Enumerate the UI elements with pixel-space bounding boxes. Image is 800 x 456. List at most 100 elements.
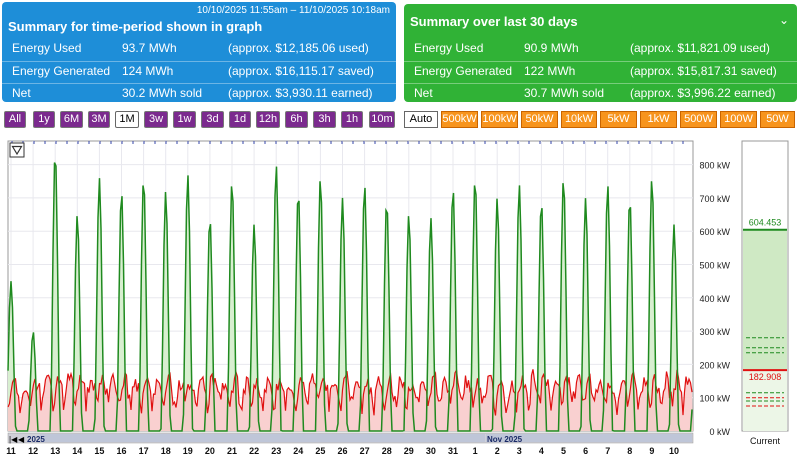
time-button-3w[interactable]: 3w: [144, 111, 168, 128]
row-note: (approx. $15,817.31 saved): [630, 64, 777, 78]
x-tick-label: 2: [495, 446, 500, 456]
month-summary-panel[interactable]: Summary over last 30 days ⌄ Energy Used …: [404, 4, 797, 102]
row-label: Energy Used: [12, 41, 82, 55]
x-tick-label: 29: [404, 446, 414, 456]
scale-button-50kw[interactable]: 50kW: [521, 111, 558, 128]
usage-line: [7, 368, 693, 416]
row-note: (approx. $12,185.06 used): [228, 41, 369, 55]
x-tick-label: 16: [116, 446, 126, 456]
period-row-net: Net 30.2 MWh sold (approx. $3,930.11 ear…: [2, 83, 396, 101]
time-button-1d[interactable]: 1d: [229, 111, 251, 128]
time-button-1m[interactable]: 1M: [115, 111, 139, 128]
x-tick-label: 20: [205, 446, 215, 456]
step-back-icon[interactable]: ◀: [18, 435, 25, 444]
timeline-segment-oct[interactable]: [40, 434, 485, 442]
period-summary-title: Summary for time-period shown in graph: [8, 19, 263, 34]
row-value: 122 MWh: [524, 64, 576, 78]
x-tick-label: 21: [227, 446, 237, 456]
time-button-3d[interactable]: 3d: [201, 111, 224, 128]
time-button-1w[interactable]: 1w: [173, 111, 196, 128]
current-label: Current: [750, 436, 781, 446]
row-value: 124 MWh: [122, 64, 174, 78]
time-button-all[interactable]: All: [4, 111, 26, 128]
scale-button-100kw[interactable]: 100kW: [481, 111, 518, 128]
row-note: (approx. $16,115.17 saved): [228, 64, 374, 78]
y-tick-label: 700 kW: [699, 194, 730, 204]
scale-button-1kw[interactable]: 1kW: [640, 111, 677, 128]
x-tick-label: 26: [337, 446, 347, 456]
row-note: (approx. $3,930.11 earned): [228, 86, 373, 100]
x-tick-label: 23: [271, 446, 281, 456]
current-generation-value: 604.453: [749, 218, 782, 228]
row-note: (approx. $3,996.22 earned): [630, 86, 776, 100]
generation-line: [7, 162, 693, 432]
time-button-3h[interactable]: 3h: [313, 111, 336, 128]
x-tick-label: 15: [94, 446, 104, 456]
y-tick-label: 800 kW: [699, 161, 730, 171]
row-note: (approx. $11,821.09 used): [630, 41, 770, 55]
x-tick-label: 27: [360, 446, 370, 456]
x-tick-label: 13: [50, 446, 60, 456]
month-label: 2025: [27, 435, 45, 444]
time-button-6m[interactable]: 6M: [60, 111, 83, 128]
x-tick-label: 18: [161, 446, 171, 456]
collapse-triangle[interactable]: [11, 145, 23, 156]
y-tick-label: 400 kW: [699, 294, 730, 304]
scale-button-50w[interactable]: 50W: [760, 111, 795, 128]
x-tick-label: 24: [293, 446, 303, 456]
period-row-used: Energy Used 93.7 MWh (approx. $12,185.06…: [2, 39, 396, 57]
month-row-generated: Energy Generated 122 MWh (approx. $15,81…: [404, 61, 797, 79]
x-tick-label: 14: [72, 446, 82, 456]
collapse-triangle-icon[interactable]: [9, 142, 25, 158]
x-tick-label: 11: [6, 446, 16, 456]
time-button-1h[interactable]: 1h: [341, 111, 363, 128]
time-button-10m[interactable]: 10m: [369, 111, 395, 128]
x-tick-label: 4: [539, 446, 544, 456]
x-tick-label: 3: [517, 446, 522, 456]
period-summary-panel: 10/10/2025 11:55am – 11/10/2025 10:18am …: [2, 2, 396, 102]
row-label: Energy Generated: [12, 64, 111, 78]
skip-back-icon[interactable]: |◀: [9, 435, 18, 444]
month-label: Nov 2025: [487, 435, 523, 444]
row-value: 90.9 MWh: [524, 41, 579, 55]
scale-button-500kw[interactable]: 500kW: [441, 111, 478, 128]
energy-chart: 0 kW 100 kW 200 kW 300 kW 400 kW 500 kW 600 kW…: [6, 140, 789, 456]
month-summary-title[interactable]: Summary over last 30 days: [410, 14, 578, 29]
period-row-generated: Energy Generated 124 MWh (approx. $16,11…: [2, 61, 396, 79]
scale-button-500w[interactable]: 500W: [680, 111, 717, 128]
scale-button-100w[interactable]: 100W: [720, 111, 757, 128]
x-tick-label: 8: [627, 446, 632, 456]
y-tick-label: 0 kW: [709, 427, 730, 437]
time-button-3m[interactable]: 3M: [88, 111, 110, 128]
current-usage-value: 182.908: [749, 372, 782, 382]
x-tick-label: 6: [583, 446, 588, 456]
row-label: Energy Generated: [414, 64, 513, 78]
x-tick-label: 5: [561, 446, 566, 456]
x-tick-label: 10: [669, 446, 679, 456]
row-value: 30.7 MWh sold: [524, 86, 605, 100]
x-tick-label: 9: [649, 446, 654, 456]
chevron-down-icon[interactable]: ⌄: [778, 13, 789, 27]
x-tick-label: 22: [249, 446, 259, 456]
x-tick-label: 1: [473, 446, 478, 456]
x-tick-label: 28: [382, 446, 392, 456]
x-tick-label: 17: [139, 446, 149, 456]
scale-button-auto[interactable]: Auto: [404, 111, 438, 128]
y-tick-label: 100 kW: [699, 394, 730, 404]
row-label: Energy Used: [414, 41, 484, 55]
y-tick-label: 300 kW: [699, 327, 730, 337]
x-tick-label: 19: [183, 446, 193, 456]
x-tick-label: 7: [605, 446, 610, 456]
period-range: 10/10/2025 11:55am – 11/10/2025 10:18am: [196, 5, 390, 16]
time-button-12h[interactable]: 12h: [256, 111, 280, 128]
scale-button-10kw[interactable]: 10kW: [561, 111, 597, 128]
y-tick-label: 500 kW: [699, 261, 730, 271]
month-row-used: Energy Used 90.9 MWh (approx. $11,821.09…: [404, 39, 797, 57]
scale-button-5kw[interactable]: 5kW: [600, 111, 637, 128]
timeline-segment-nov[interactable]: [486, 434, 692, 442]
time-button-6h[interactable]: 6h: [285, 111, 308, 128]
time-button-1y[interactable]: 1y: [33, 111, 55, 128]
month-row-net: Net 30.7 MWh sold (approx. $3,996.22 ear…: [404, 83, 797, 101]
row-value: 30.2 MWh sold: [122, 86, 203, 100]
